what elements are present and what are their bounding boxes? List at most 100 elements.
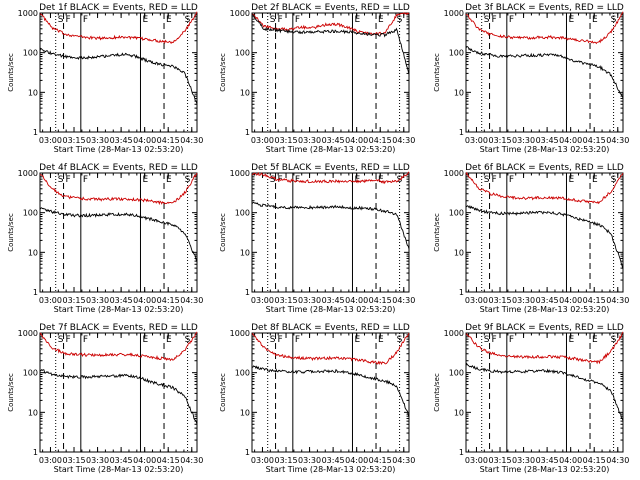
x-tick-label: 04:15 xyxy=(157,296,180,305)
marker-label: E xyxy=(592,335,598,345)
x-tick-label: 03:00 xyxy=(39,136,62,145)
y-tick-label: 10 xyxy=(240,88,250,97)
x-tick-label: 04:00 xyxy=(133,136,156,145)
x-tick-label: 04:15 xyxy=(157,136,180,145)
x-tick-label: 04:15 xyxy=(157,456,180,465)
x-tick-label: 04:30 xyxy=(392,456,415,465)
y-tick-label: 1000 xyxy=(18,329,38,338)
marker-label: S xyxy=(185,335,191,345)
y-axis-label: Counts/sec xyxy=(433,53,441,92)
y-tick-label: 10 xyxy=(240,408,250,417)
chart-title: Det 7f BLACK = Events, RED = LLD xyxy=(39,323,198,333)
y-tick-label: 10 xyxy=(454,408,464,417)
x-tick-label: 03:30 xyxy=(86,456,109,465)
x-axis-label: Start Time (28-Mar-13 02:53:20) xyxy=(480,305,610,314)
x-tick-label: 04:30 xyxy=(606,136,629,145)
chart-panel-3: Det 3f BLACK = Events, RED = LLD 1 10 100 10… xyxy=(433,3,629,154)
y-tick-label: 1 xyxy=(33,128,38,137)
y-tick-label: 100 xyxy=(449,209,464,218)
marker-label: S xyxy=(270,15,276,25)
x-tick-label: 03:15 xyxy=(488,136,511,145)
chart-title: Det 3f BLACK = Events, RED = LLD xyxy=(465,3,624,13)
y-axis-label: Counts/sec xyxy=(433,373,441,412)
x-tick-label: 03:45 xyxy=(322,296,345,305)
x-tick-label: 04:30 xyxy=(180,296,203,305)
y-axis-label: Counts/sec xyxy=(219,53,227,92)
chart-panel-8: Det 8f BLACK = Events, RED = LLD 1 10 100 10… xyxy=(219,323,415,474)
x-tick-label: 03:30 xyxy=(86,296,109,305)
marker-label: E xyxy=(142,175,148,185)
y-tick-label: 1000 xyxy=(18,169,38,178)
plot-frame xyxy=(465,172,624,293)
y-tick-label: 10 xyxy=(454,248,464,257)
x-axis-label: Start Time (28-Mar-13 02:53:20) xyxy=(480,145,610,154)
y-tick-label: 1000 xyxy=(18,9,38,18)
y-tick-label: 100 xyxy=(235,369,250,378)
marker-label: E xyxy=(166,175,172,185)
y-tick-label: 10 xyxy=(28,88,38,97)
x-tick-label: 04:15 xyxy=(369,456,392,465)
series-line-events xyxy=(251,365,410,418)
marker-label: E xyxy=(378,15,384,25)
x-tick-label: 03:00 xyxy=(251,456,274,465)
marker-label: S xyxy=(185,175,191,185)
x-tick-label: 04:00 xyxy=(559,296,582,305)
x-tick-label: 04:15 xyxy=(583,136,606,145)
chart-panel-6: Det 6f BLACK = Events, RED = LLD 1 10 100 10… xyxy=(433,163,629,314)
x-tick-label: 03:45 xyxy=(110,136,133,145)
x-tick-label: 04:30 xyxy=(180,136,203,145)
marker-label: F xyxy=(509,335,514,345)
marker-label: E xyxy=(592,15,598,25)
series-line-events xyxy=(251,201,410,250)
marker-label: F xyxy=(83,335,88,345)
y-tick-label: 10 xyxy=(28,408,38,417)
marker-label: F xyxy=(66,335,71,345)
y-tick-label: 100 xyxy=(23,209,38,218)
series-line-events xyxy=(39,47,198,105)
marker-label: S xyxy=(484,15,490,25)
x-tick-label: 04:00 xyxy=(559,456,582,465)
x-tick-label: 03:45 xyxy=(322,456,345,465)
y-tick-label: 10 xyxy=(28,248,38,257)
y-axis-label: Counts/sec xyxy=(7,53,15,92)
x-tick-label: 04:15 xyxy=(369,296,392,305)
x-tick-label: 04:00 xyxy=(345,456,368,465)
chart-title: Det 1f BLACK = Events, RED = LLD xyxy=(39,3,198,13)
x-tick-label: 04:30 xyxy=(392,296,415,305)
x-tick-label: 03:30 xyxy=(298,296,321,305)
marker-label: F xyxy=(278,15,283,25)
x-tick-label: 04:15 xyxy=(583,296,606,305)
marker-label: F xyxy=(66,15,71,25)
x-axis-label: Start Time (28-Mar-13 02:53:20) xyxy=(266,145,396,154)
series-line-lld xyxy=(465,331,624,365)
y-tick-label: 1000 xyxy=(444,329,464,338)
x-tick-label: 03:30 xyxy=(86,136,109,145)
marker-label: F xyxy=(83,15,88,25)
chart-title: Det 8f BLACK = Events, RED = LLD xyxy=(251,323,410,333)
marker-label: E xyxy=(142,335,148,345)
x-axis-label: Start Time (28-Mar-13 02:53:20) xyxy=(266,305,396,314)
plot-frame xyxy=(465,332,624,453)
y-tick-label: 10 xyxy=(454,88,464,97)
y-axis-label: Counts/sec xyxy=(7,373,15,412)
marker-label: E xyxy=(568,335,574,345)
plot-frame xyxy=(39,12,198,133)
marker-label: S xyxy=(58,335,64,345)
plot-frame xyxy=(251,332,410,453)
x-tick-label: 04:30 xyxy=(606,456,629,465)
x-tick-label: 04:30 xyxy=(606,296,629,305)
marker-label: S xyxy=(270,335,276,345)
y-axis-label: Counts/sec xyxy=(219,213,227,252)
x-tick-label: 04:00 xyxy=(345,296,368,305)
marker-label: S xyxy=(484,335,490,345)
marker-label: E xyxy=(354,15,360,25)
series-line-events xyxy=(39,207,198,263)
x-tick-label: 04:30 xyxy=(392,136,415,145)
series-line-events xyxy=(251,13,410,75)
x-tick-label: 03:30 xyxy=(512,136,535,145)
y-tick-label: 1000 xyxy=(230,329,250,338)
x-tick-label: 03:00 xyxy=(465,456,488,465)
x-tick-label: 04:00 xyxy=(133,456,156,465)
chart-title: Det 2f BLACK = Events, RED = LLD xyxy=(251,3,410,13)
marker-label: S xyxy=(58,175,64,185)
